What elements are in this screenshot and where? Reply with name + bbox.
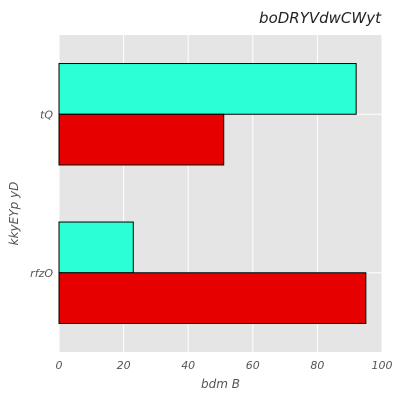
- tick-labels: 0 20 40 60 80 100 tQ rfzO: [30, 108, 392, 372]
- x-axis-label: bdm B: [201, 377, 240, 391]
- x-tick-label: 0: [56, 359, 63, 372]
- chart-title: boDRYVdwCWyt: [259, 9, 382, 27]
- y-axis-label: kkyEYp yD: [7, 182, 21, 246]
- x-tick-label: 60: [246, 359, 260, 372]
- bar: [58, 272, 367, 324]
- bar: [58, 63, 357, 115]
- x-tick-label: 80: [310, 359, 324, 372]
- y-tick-label: rfzO: [30, 267, 53, 280]
- x-tick-label: 100: [372, 359, 393, 372]
- bars: [58, 63, 367, 324]
- bar: [58, 113, 225, 166]
- bar: [58, 221, 134, 274]
- y-tick-label: tQ: [40, 108, 53, 121]
- x-tick-label: 20: [117, 359, 131, 372]
- x-tick-label: 40: [181, 359, 195, 372]
